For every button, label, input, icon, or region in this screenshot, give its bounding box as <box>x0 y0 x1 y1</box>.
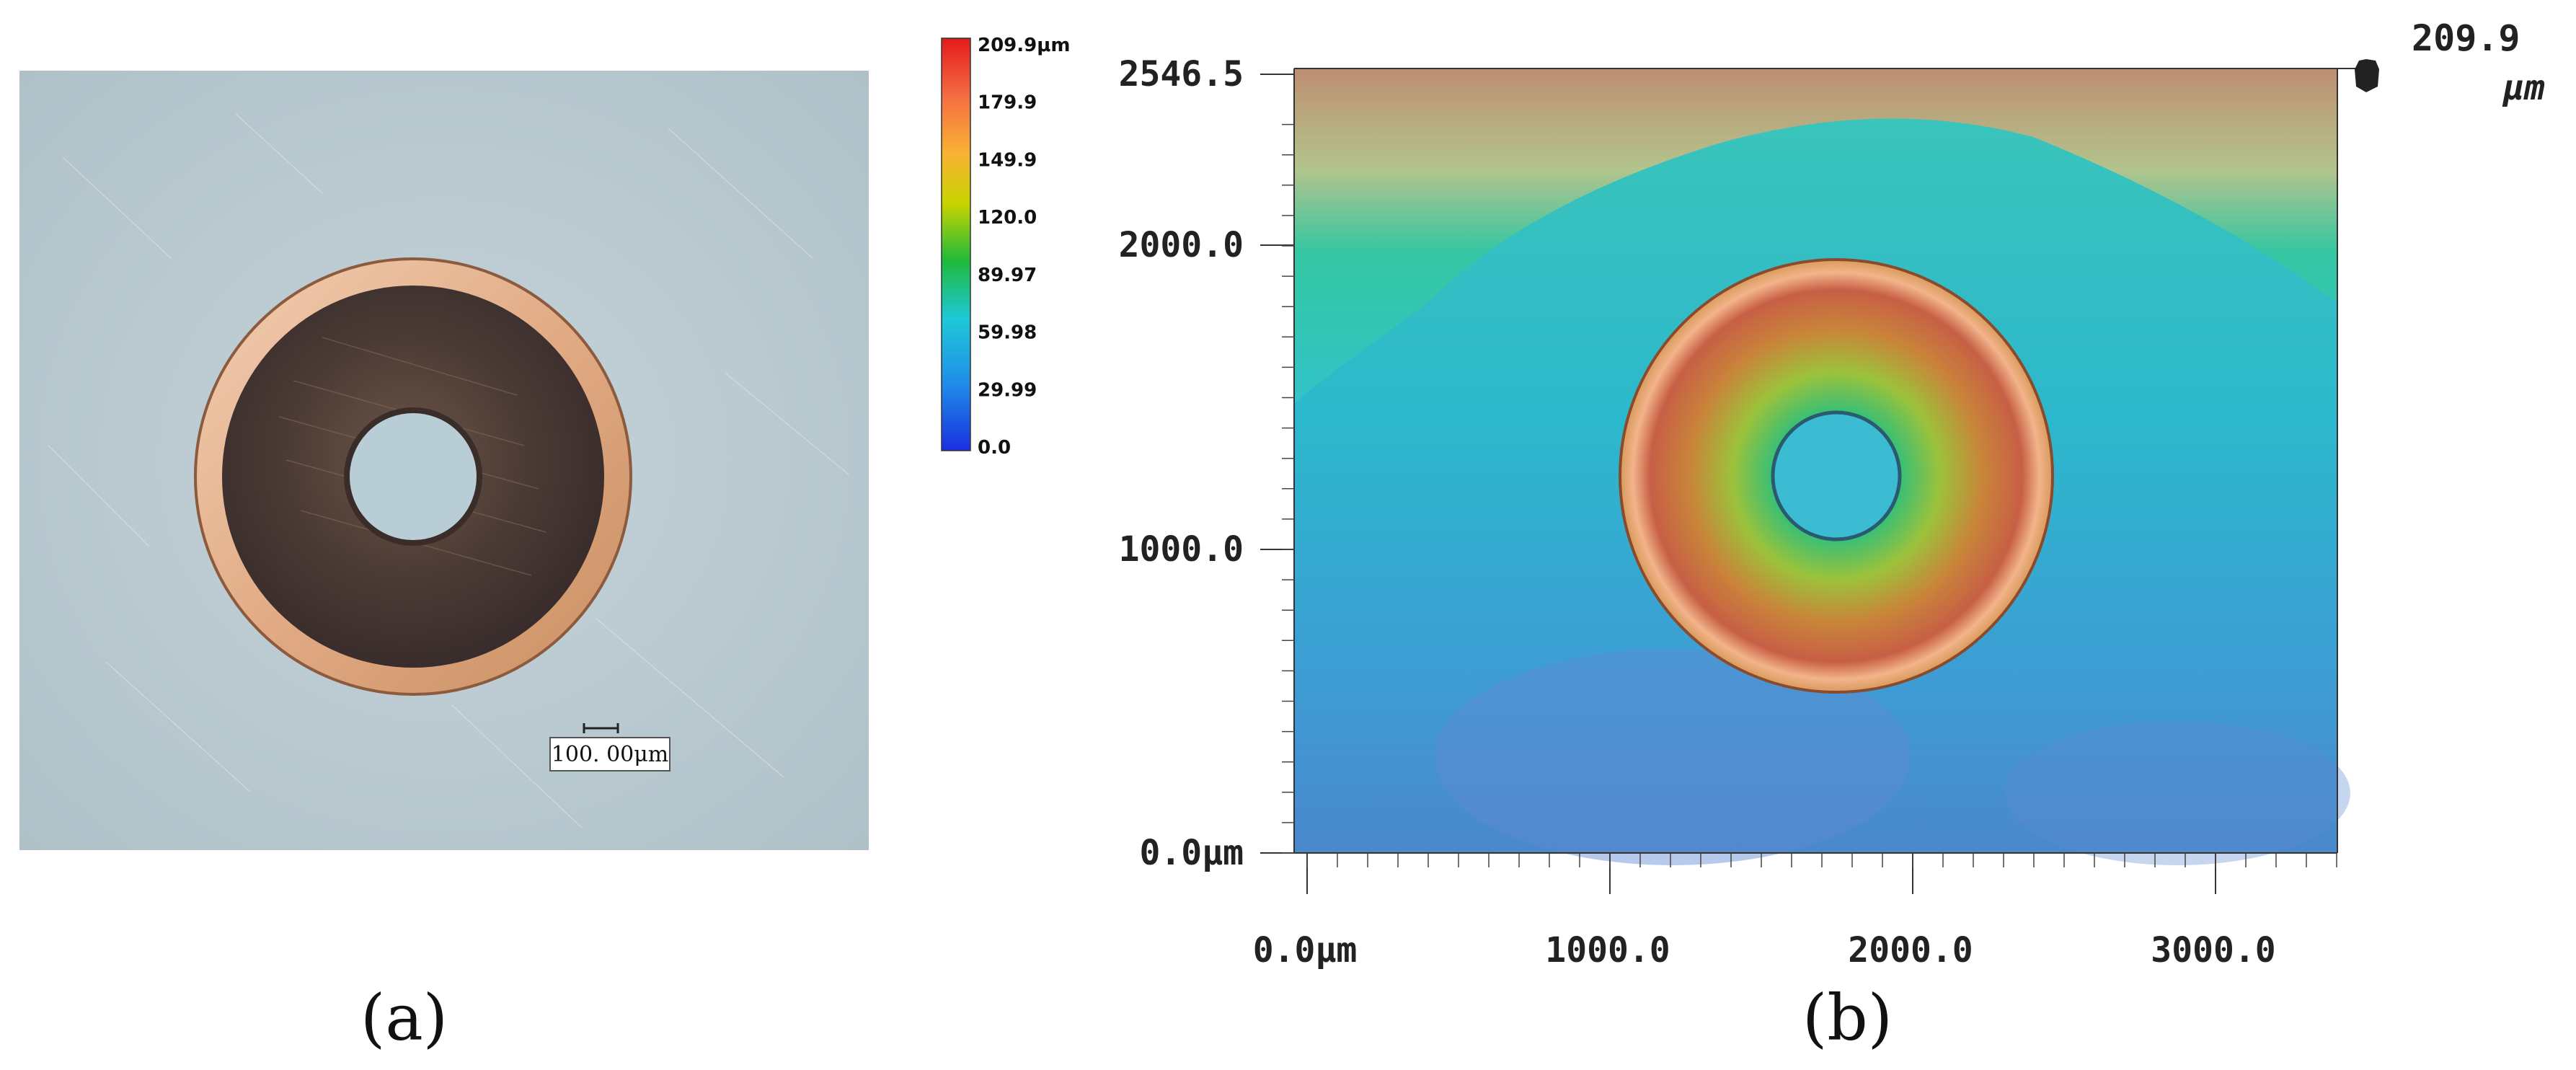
caption-a: (a) <box>360 981 448 1055</box>
ring-hole <box>1771 410 1902 541</box>
x-tick-label: 1000.0 <box>1545 930 1670 970</box>
center-hole <box>344 407 482 546</box>
caption-b: (b) <box>1802 981 1893 1055</box>
x-tick-label: 3000.0 <box>2151 930 2275 970</box>
colorbar-tick-label: 149.9 <box>978 149 1037 171</box>
x-tick-label: 0.0μm <box>1253 930 1358 970</box>
micrograph-panel-a: 100. 00μm <box>19 71 869 850</box>
y-tick-label: 0.0μm <box>1140 833 1244 873</box>
colorbar-tick-label: 89.97 <box>978 265 1037 286</box>
colorbar-tick-label: 120.0 <box>978 207 1037 229</box>
colorbar-tick-label: 59.98 <box>978 322 1037 344</box>
colorbar-tick-label: 29.99 <box>978 379 1037 401</box>
axes-frame <box>1293 68 2367 854</box>
y-tick-label: 2546.5 <box>1119 54 1244 94</box>
x-tick-label: 2000.0 <box>1848 930 1973 970</box>
height-map-image <box>1294 68 2350 865</box>
colorbar-tick-label: 179.9 <box>978 92 1037 114</box>
height-colorbar: 209.9μm 179.9 149.9 120.0 89.97 59.98 29.99 0.0 <box>941 35 1070 459</box>
colorbar-tick-label: 209.9μm <box>978 35 1070 56</box>
height-map-panel-b: 2546.5 2000.0 1000.0 0.0μm 0.0μm 1000.0 2000.… <box>1119 17 2545 970</box>
z-max-marker-icon <box>2355 59 2379 92</box>
x-axis-ticks <box>1306 853 2337 894</box>
z-max-unit: μm <box>2502 68 2545 108</box>
scale-bar-label: 100. 00μm <box>552 742 668 767</box>
z-max-value: 209.9 <box>2412 17 2520 59</box>
scale-bar: 100. 00μm <box>549 723 670 771</box>
colorbar-gradient <box>941 37 971 451</box>
y-axis-ticks <box>1260 74 1294 854</box>
y-tick-label: 1000.0 <box>1119 529 1244 570</box>
y-tick-label: 2000.0 <box>1119 225 1244 265</box>
colorbar-tick-label: 0.0 <box>978 437 1011 459</box>
surface-scratches <box>48 113 849 828</box>
